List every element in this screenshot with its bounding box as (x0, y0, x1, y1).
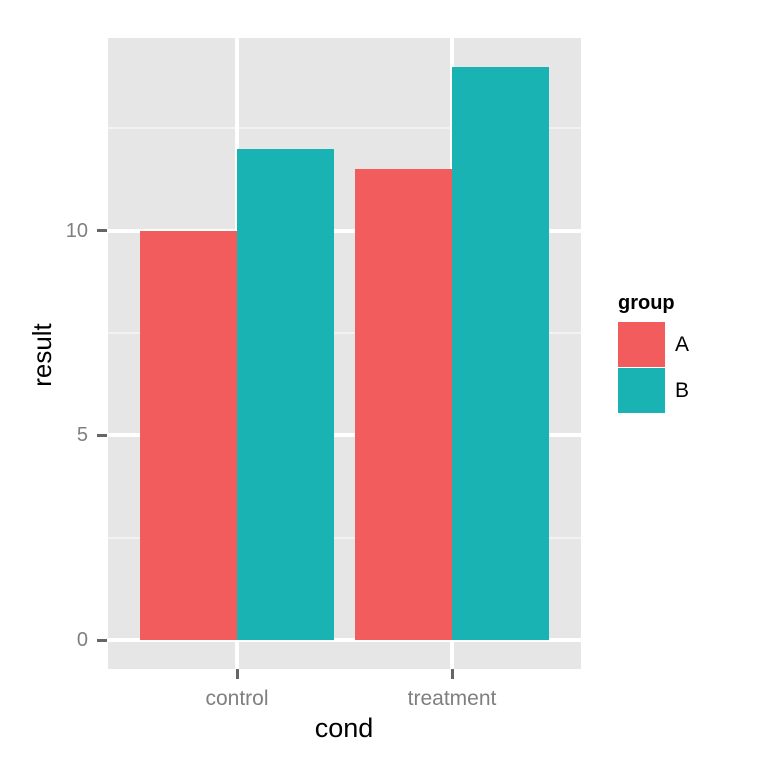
y-tick-mark-10 (97, 229, 107, 233)
legend-swatch-b (618, 368, 665, 413)
legend-label-a: A (675, 332, 690, 356)
gridline-minor (108, 332, 581, 334)
bar-treatment-B (452, 66, 549, 641)
gridline-minor (108, 536, 581, 539)
y-tick-label-10: 10 (65, 219, 88, 242)
y-axis-title: result (27, 323, 57, 387)
x-tick-label-control: control (205, 687, 269, 710)
gridline-major (108, 433, 581, 438)
gridline-major (108, 638, 581, 643)
legend-title: group (618, 292, 675, 314)
x-axis-title: cond (314, 713, 374, 743)
gridline-major (108, 228, 581, 233)
x-tick-mark-treatment (450, 669, 454, 679)
legend-swatch-a (618, 322, 665, 367)
y-tick-label-0: 0 (76, 629, 88, 652)
legend-key-a: A (618, 322, 768, 367)
plot-panel (108, 38, 581, 669)
legend: group A B (618, 292, 768, 414)
x-tick-label-treatment: treatment (407, 687, 497, 710)
bar-treatment-A (355, 169, 452, 641)
x-tick-mark-control (235, 669, 239, 679)
gridline-minor (108, 127, 581, 130)
y-tick-mark-0 (97, 638, 107, 642)
y-tick-label-5: 5 (76, 424, 88, 447)
bar-control-A (140, 230, 237, 641)
legend-key-b: B (618, 368, 768, 413)
bar-control-B (237, 148, 334, 641)
legend-label-b: B (675, 378, 690, 402)
y-tick-mark-5 (97, 433, 107, 437)
